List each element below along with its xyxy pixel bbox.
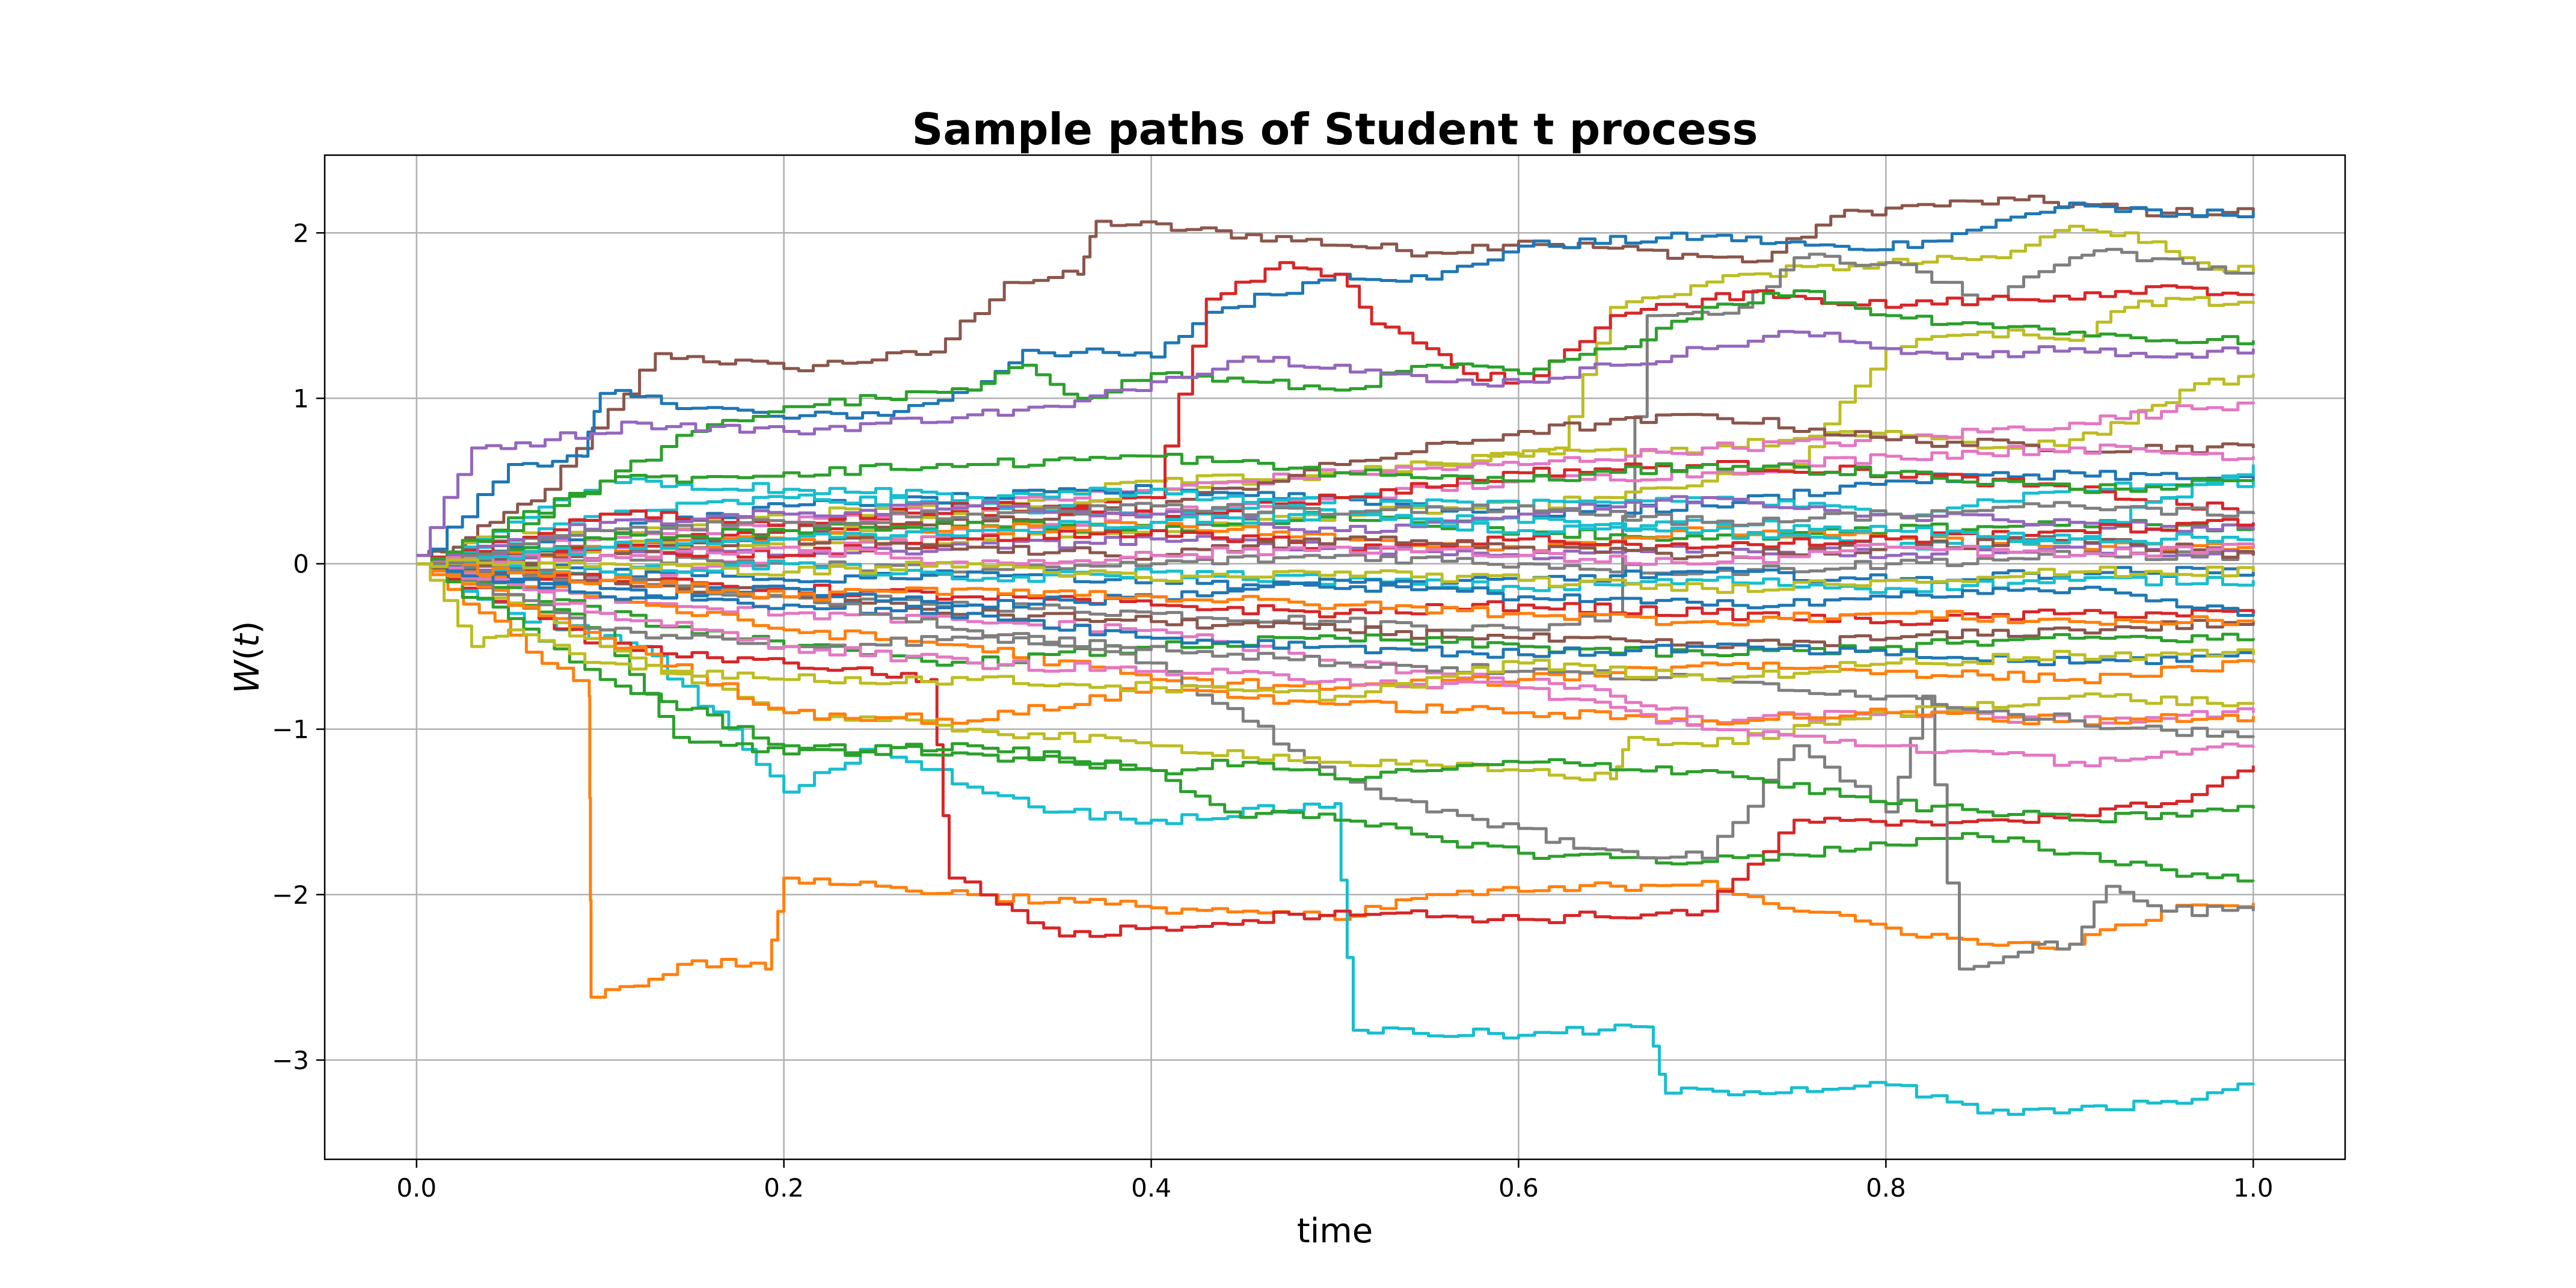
x-axis-ticks: 0.0 0.2 0.4 0.6 0.8 1.0 xyxy=(396,1159,2274,1203)
x-tick-label: 1.0 xyxy=(2233,1173,2274,1203)
x-tick-label: 0.2 xyxy=(764,1173,804,1203)
y-tick-label: −3 xyxy=(272,1046,309,1075)
y-tick-label: −1 xyxy=(272,715,309,744)
sample-path-line xyxy=(416,562,2255,738)
sample-path-line xyxy=(416,562,2255,666)
sample-path-line xyxy=(416,562,2255,726)
sample-path-line xyxy=(416,560,2255,627)
sample-path-line xyxy=(416,289,2255,566)
sample-path-line xyxy=(416,558,2255,594)
x-axis-label: time xyxy=(1297,1212,1373,1251)
y-axis-label: W(t) xyxy=(228,621,267,693)
y-axis-label-t: t xyxy=(228,633,267,647)
sample-path-line xyxy=(416,562,2255,702)
x-tick-label: 0.0 xyxy=(396,1173,437,1203)
y-axis-label-open: ( xyxy=(228,647,267,660)
sample-path-line xyxy=(416,453,2255,566)
sample-path-line xyxy=(416,562,2255,1116)
y-axis-ticks: −3 −2 −1 0 1 2 xyxy=(272,218,325,1075)
series-layer xyxy=(416,194,2255,1116)
y-axis-label-w: W xyxy=(228,659,267,694)
y-tick-label: −2 xyxy=(272,880,309,910)
y-tick-label: 1 xyxy=(293,384,309,413)
chart-title: Sample paths of Student t process xyxy=(912,104,1758,155)
y-axis-label-close: ) xyxy=(228,621,267,634)
y-tick-label: 0 xyxy=(293,550,309,579)
sample-path-line xyxy=(416,201,2255,566)
sample-path-line xyxy=(416,562,2255,768)
x-tick-label: 0.4 xyxy=(1131,1173,1171,1203)
grid-lines xyxy=(325,155,2345,1159)
sample-path-line xyxy=(416,194,2255,557)
plot-frame xyxy=(324,154,2346,1161)
y-tick-label: 2 xyxy=(293,218,309,248)
sample-path-line xyxy=(416,560,2255,691)
sample-path-line xyxy=(416,330,2255,557)
sample-path-line xyxy=(416,248,2255,633)
x-tick-label: 0.8 xyxy=(1866,1173,1906,1203)
sample-path-line xyxy=(416,501,2255,566)
sample-path-line xyxy=(416,550,2255,577)
x-tick-label: 0.6 xyxy=(1498,1173,1539,1203)
sample-path-line xyxy=(416,542,2255,566)
sample-path-line xyxy=(416,562,2255,824)
